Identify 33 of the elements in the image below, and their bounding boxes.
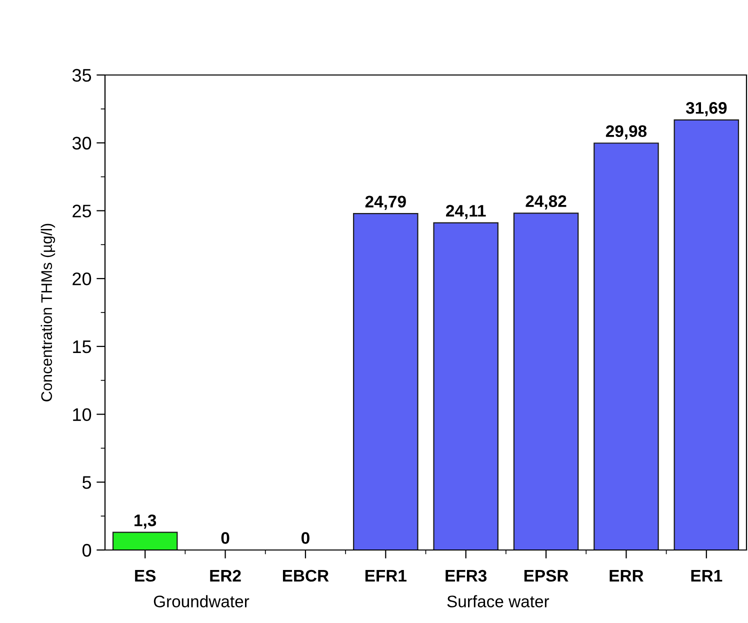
y-tick-label: 10 [73,408,92,422]
y-tick-label: 20 [72,272,92,286]
y-tick-label: 15 [73,340,92,354]
y-axis-title: Concentration THMs (µg/l) [40,224,56,402]
y-tick-label: 25 [72,204,92,218]
data-label: 0 [221,532,230,544]
x-tick-label: ER1 [691,570,722,582]
text: Surface water [447,595,550,608]
bar [112,532,178,550]
x-tick-label: ERR [610,570,644,582]
y-tick-label: 0 [82,544,92,557]
bar [674,119,740,550]
text: Groundwater [154,595,250,608]
y-tick-label: 30 [72,136,92,150]
data-label: 1,3 [134,514,156,529]
data-label: 31,69 [686,102,727,116]
x-tick-label: EPSR [524,570,568,582]
data-label: 24,11 [446,204,486,220]
y-tick-label: 5 [82,476,92,489]
x-tick-label: EFR1 [365,570,406,582]
bar [353,213,418,550]
bar [594,142,659,550]
bar [513,212,579,550]
x-tick-label: ES [135,570,156,582]
x-tick-label: ER2 [210,570,241,582]
data-label: 24,79 [365,196,406,210]
y-tick-label: 35 [72,68,92,82]
bar [433,222,498,550]
data-label: 24,82 [526,195,566,210]
data-label: 0 [301,532,310,544]
x-tick-label: EFR3 [446,570,487,582]
x-tick-label: EBCR [282,570,329,582]
data-label: 29,98 [606,125,647,140]
